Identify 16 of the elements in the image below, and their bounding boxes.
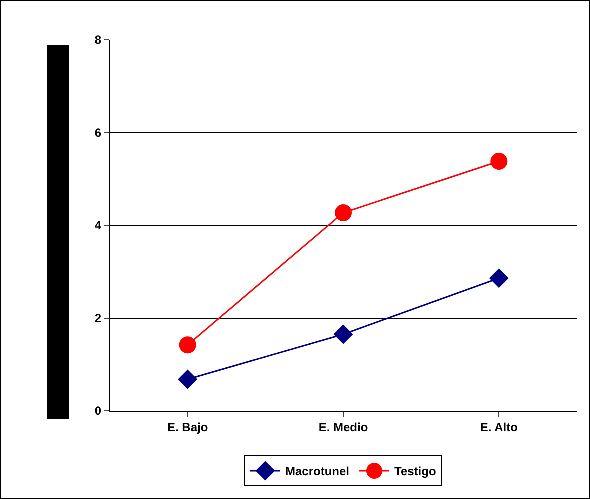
point: [179, 336, 196, 354]
point: [335, 204, 352, 222]
x-tick-label: E. Bajo: [167, 420, 208, 434]
y-tick-label: 6: [94, 126, 102, 140]
y-tick-label: 2: [94, 311, 102, 326]
y-tick-label: 8: [94, 33, 102, 48]
y-tick-label: 4: [94, 218, 102, 233]
legend-label: Testigo: [394, 464, 436, 479]
point: [490, 153, 508, 170]
point: [334, 324, 354, 344]
point: [178, 370, 198, 390]
x-tick-label: E. Medio: [318, 420, 368, 434]
legend-label: Macrotunel: [286, 464, 350, 479]
y-tick-label: 0: [94, 404, 102, 418]
point: [489, 268, 509, 288]
x-tick-label: E. Alto: [480, 420, 518, 434]
